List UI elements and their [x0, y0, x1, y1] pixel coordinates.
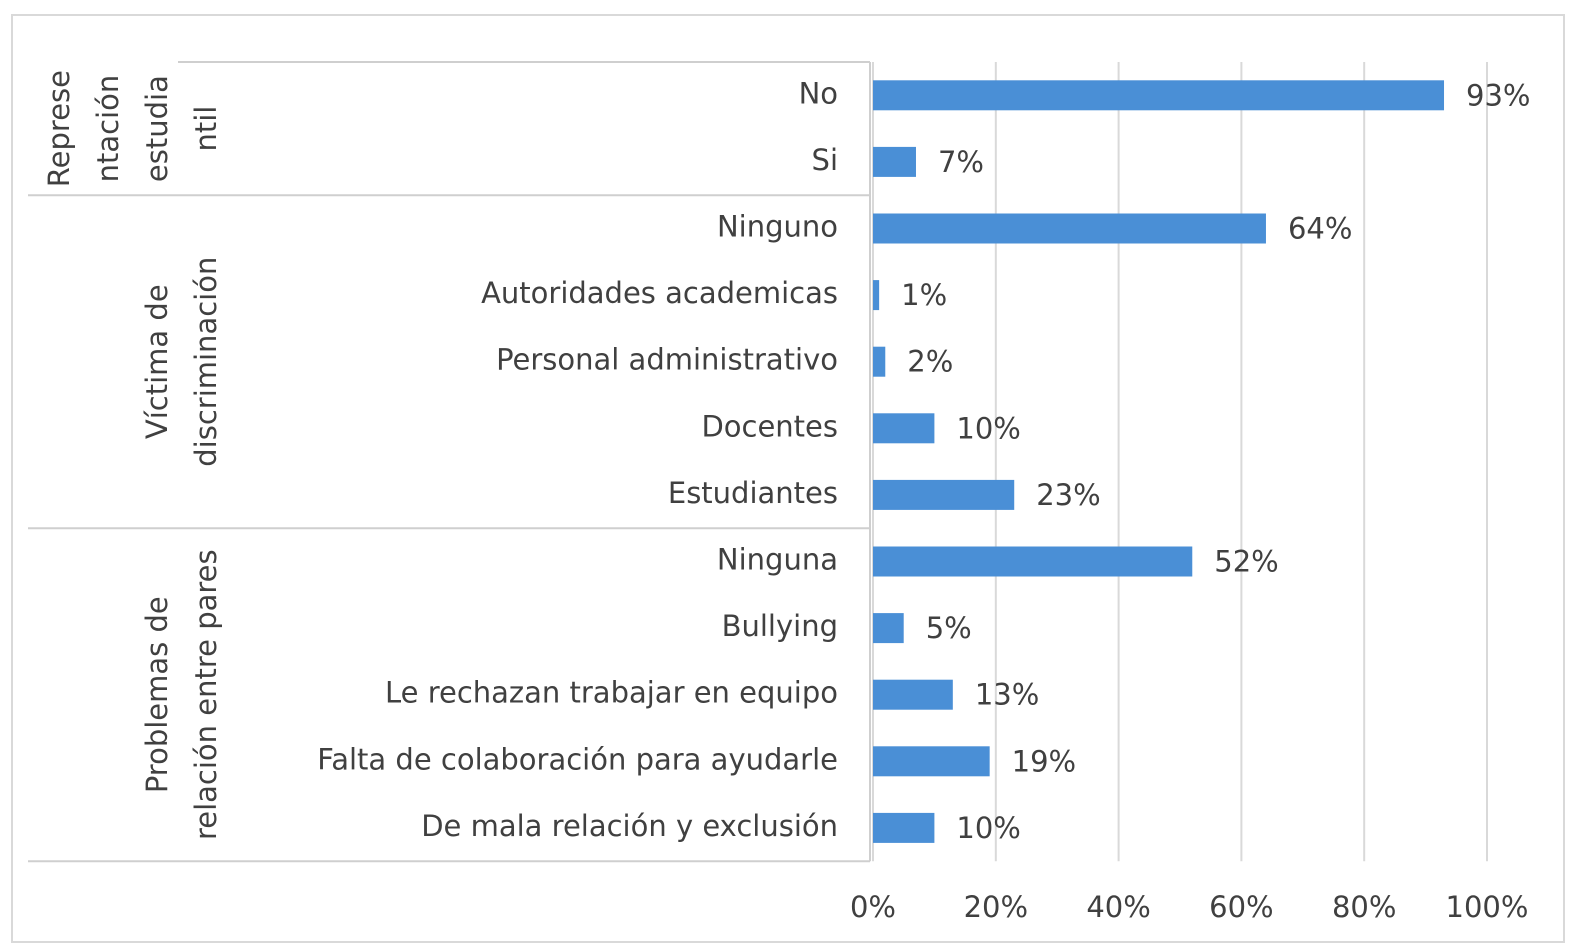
value-label: 5% — [926, 611, 972, 645]
category-label: Ninguno — [717, 210, 838, 244]
category-label: Ninguna — [717, 543, 838, 577]
bar — [873, 413, 935, 444]
bar — [873, 812, 935, 843]
bar — [873, 546, 1193, 577]
group-label: discriminación — [189, 257, 223, 467]
bar — [873, 346, 886, 377]
value-label: 1% — [901, 278, 947, 312]
category-label: No — [799, 76, 838, 110]
group-label: Víctima de — [140, 284, 174, 439]
value-label: 19% — [1012, 744, 1076, 778]
chart-frame — [11, 14, 1565, 943]
category-label: Docentes — [701, 409, 838, 443]
bar — [873, 146, 916, 177]
value-label: 10% — [956, 811, 1020, 845]
group-label: Represe — [42, 70, 76, 187]
category-label: Autoridades academicas — [481, 276, 838, 310]
group-label: estudia — [140, 75, 174, 182]
bar — [873, 679, 953, 710]
x-tick-label: 0% — [850, 890, 896, 924]
group-label: relación entre pares — [189, 549, 223, 840]
category-label: Le rechazan trabajar en equipo — [385, 676, 838, 710]
category-label: Falta de colaboración para ayudarle — [317, 742, 838, 776]
group-label: ntil — [189, 106, 223, 152]
bar — [873, 80, 1445, 111]
x-tick-label: 100% — [1446, 890, 1529, 924]
category-label: Estudiantes — [668, 476, 838, 510]
x-tick-label: 20% — [964, 890, 1028, 924]
bar — [873, 280, 880, 311]
x-tick-label: 40% — [1086, 890, 1150, 924]
x-tick-label: 80% — [1332, 890, 1396, 924]
bar — [873, 479, 1015, 510]
x-tick-label: 60% — [1209, 890, 1273, 924]
category-label: De mala relación y exclusión — [421, 809, 838, 843]
group-label: Problemas de — [140, 596, 174, 793]
category-label: Bullying — [722, 609, 838, 643]
bar — [873, 746, 990, 777]
value-label: 52% — [1214, 545, 1278, 579]
category-label: Personal administrativo — [496, 343, 838, 377]
bar — [873, 213, 1266, 244]
value-label: 93% — [1466, 78, 1530, 112]
bar — [873, 613, 904, 644]
value-label: 13% — [975, 678, 1039, 712]
group-label: ntación — [91, 75, 125, 183]
value-label: 2% — [907, 345, 953, 379]
category-label: Si — [812, 143, 838, 177]
value-label: 23% — [1036, 478, 1100, 512]
value-label: 10% — [956, 411, 1020, 445]
value-label: 7% — [938, 145, 984, 179]
value-label: 64% — [1288, 212, 1352, 246]
